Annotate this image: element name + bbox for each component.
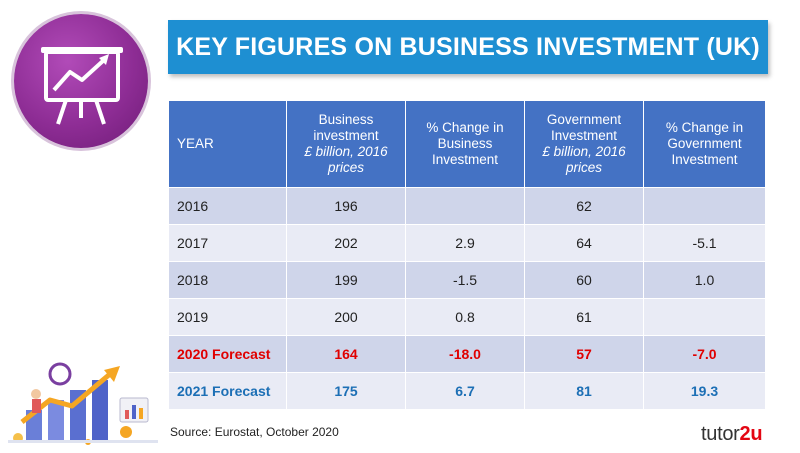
government-change-cell: 1.0 [643,261,766,299]
government-cell: 60 [524,261,644,299]
government-change-cell [643,298,766,336]
government-change-cell: 19.3 [643,372,766,410]
business-cell: 175 [286,372,406,410]
government-cell: 61 [524,298,644,336]
business-change-cell: 0.8 [405,298,525,336]
year-cell: 2019 [168,298,287,336]
table-row: 2016 196 62 [168,187,766,225]
business-change-cell: 2.9 [405,224,525,262]
government-cell: 64 [524,224,644,262]
page-title: KEY FIGURES ON BUSINESS INVESTMENT (UK) [176,32,760,61]
header-business-change: % Change in Business Investment [405,100,525,188]
business-cell: 199 [286,261,406,299]
business-change-cell: -1.5 [405,261,525,299]
table-row: 2017 202 2.9 64 -5.1 [168,224,766,262]
investment-table: YEAR Business investment £ billion, 2016… [168,100,766,410]
table-row-forecast-2021: 2021 Forecast 175 6.7 81 19.3 [168,372,766,410]
year-cell: 2018 [168,261,287,299]
government-cell: 81 [524,372,644,410]
header-government-investment: Government Investment £ billion, 2016 pr… [524,100,644,188]
government-change-cell: -5.1 [643,224,766,262]
business-change-cell [405,187,525,225]
business-cell: 202 [286,224,406,262]
table-header-row: YEAR Business investment £ billion, 2016… [168,100,766,188]
business-cell: 196 [286,187,406,225]
government-cell: 57 [524,335,644,373]
business-cell: 164 [286,335,406,373]
source-note: Source: Eurostat, October 2020 [170,425,339,439]
tutor2u-logo: tutor2u [701,423,763,445]
year-cell: 2020 Forecast [168,335,287,373]
presentation-chart-icon [14,14,148,148]
business-cell: 200 [286,298,406,336]
table-row: 2018 199 -1.5 60 1.0 [168,261,766,299]
business-change-cell: 6.7 [405,372,525,410]
title-banner: KEY FIGURES ON BUSINESS INVESTMENT (UK) [168,20,768,74]
government-cell: 62 [524,187,644,225]
year-cell: 2021 Forecast [168,372,287,410]
header-year: YEAR [168,100,287,188]
header-government-change: % Change in Government Investment [643,100,766,188]
government-change-cell: -7.0 [643,335,766,373]
business-change-cell: -18.0 [405,335,525,373]
government-change-cell [643,187,766,225]
table-row: 2019 200 0.8 61 [168,298,766,336]
year-cell: 2016 [168,187,287,225]
year-cell: 2017 [168,224,287,262]
table-row-forecast-2020: 2020 Forecast 164 -18.0 57 -7.0 [168,335,766,373]
business-growth-illustration [8,360,158,453]
header-business-investment: Business investment £ billion, 2016 pric… [286,100,406,188]
